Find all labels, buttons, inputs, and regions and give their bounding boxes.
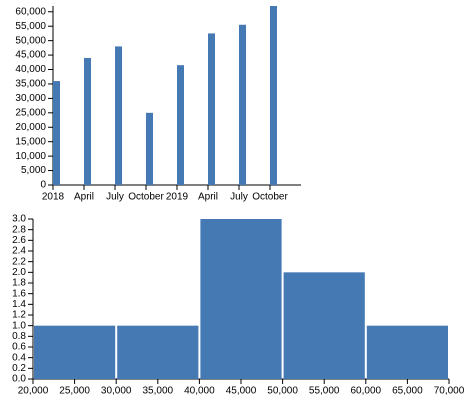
x-tick-label: 35,000 bbox=[143, 386, 174, 397]
histogram-bar bbox=[117, 325, 199, 379]
x-tick-label: April bbox=[74, 192, 94, 203]
histogram-bar bbox=[366, 325, 448, 379]
histogram-bar bbox=[34, 325, 116, 379]
bar bbox=[239, 24, 246, 185]
y-tick-label: 30,000 bbox=[15, 93, 46, 104]
y-tick-label: 20,000 bbox=[15, 122, 46, 133]
y-tick-label: 2.2 bbox=[12, 256, 26, 267]
y-tick-label: 1.4 bbox=[12, 299, 26, 310]
y-tick-label: 1.0 bbox=[12, 320, 26, 331]
histogram-bar bbox=[283, 272, 365, 379]
y-tick-label: 60,000 bbox=[15, 6, 46, 17]
x-tick-label: 70,000 bbox=[434, 386, 465, 397]
y-tick-label: 0.4 bbox=[12, 352, 26, 363]
bar bbox=[53, 81, 60, 185]
x-tick-label: April bbox=[198, 192, 218, 203]
x-tick-label: July bbox=[230, 192, 248, 203]
x-tick-label: 40,000 bbox=[184, 386, 215, 397]
y-tick-label: 15,000 bbox=[15, 136, 46, 147]
y-tick-label: 1.8 bbox=[12, 278, 26, 289]
y-tick-label: 25,000 bbox=[15, 107, 46, 118]
y-tick-label: 50,000 bbox=[15, 35, 46, 46]
y-tick-label: 2.8 bbox=[12, 224, 26, 235]
y-tick-label: 1.2 bbox=[12, 310, 26, 321]
x-tick-label: 30,000 bbox=[101, 386, 132, 397]
x-tick-label: 45,000 bbox=[226, 386, 257, 397]
y-tick-label: 2.0 bbox=[12, 267, 26, 278]
y-tick-label: 55,000 bbox=[15, 21, 46, 32]
y-tick-label: 1.6 bbox=[12, 288, 26, 299]
y-tick-label: 45,000 bbox=[15, 50, 46, 61]
y-tick-label: 2.4 bbox=[12, 246, 26, 257]
bar bbox=[115, 46, 122, 185]
y-tick-label: 0.2 bbox=[12, 363, 26, 374]
x-tick-label: 55,000 bbox=[309, 386, 340, 397]
y-tick-label: 0 bbox=[40, 180, 46, 191]
x-tick-label: October bbox=[252, 192, 288, 203]
x-tick-label: 25,000 bbox=[59, 386, 90, 397]
y-tick-label: 0.6 bbox=[12, 342, 26, 353]
bar bbox=[146, 112, 153, 185]
y-tick-label: 0.0 bbox=[12, 374, 26, 385]
x-tick-label: 65,000 bbox=[392, 386, 423, 397]
y-tick-label: 0.8 bbox=[12, 331, 26, 342]
x-tick-label: 2018 bbox=[42, 192, 65, 203]
bar bbox=[84, 57, 91, 185]
x-tick-label: October bbox=[128, 192, 164, 203]
bar bbox=[177, 65, 184, 185]
y-tick-label: 2.6 bbox=[12, 235, 26, 246]
x-tick-label: 20,000 bbox=[18, 386, 49, 397]
x-tick-label: July bbox=[106, 192, 124, 203]
y-tick-label: 10,000 bbox=[15, 151, 46, 162]
x-tick-label: 50,000 bbox=[267, 386, 298, 397]
histogram-bar bbox=[200, 219, 282, 379]
y-tick-label: 5,000 bbox=[21, 165, 46, 176]
x-tick-label: 60,000 bbox=[351, 386, 382, 397]
x-tick-label: 2019 bbox=[166, 192, 189, 203]
bar bbox=[208, 33, 215, 186]
y-tick-label: 3.0 bbox=[12, 214, 26, 225]
bar bbox=[270, 6, 277, 185]
y-tick-label: 40,000 bbox=[15, 64, 46, 75]
y-tick-label: 35,000 bbox=[15, 79, 46, 90]
